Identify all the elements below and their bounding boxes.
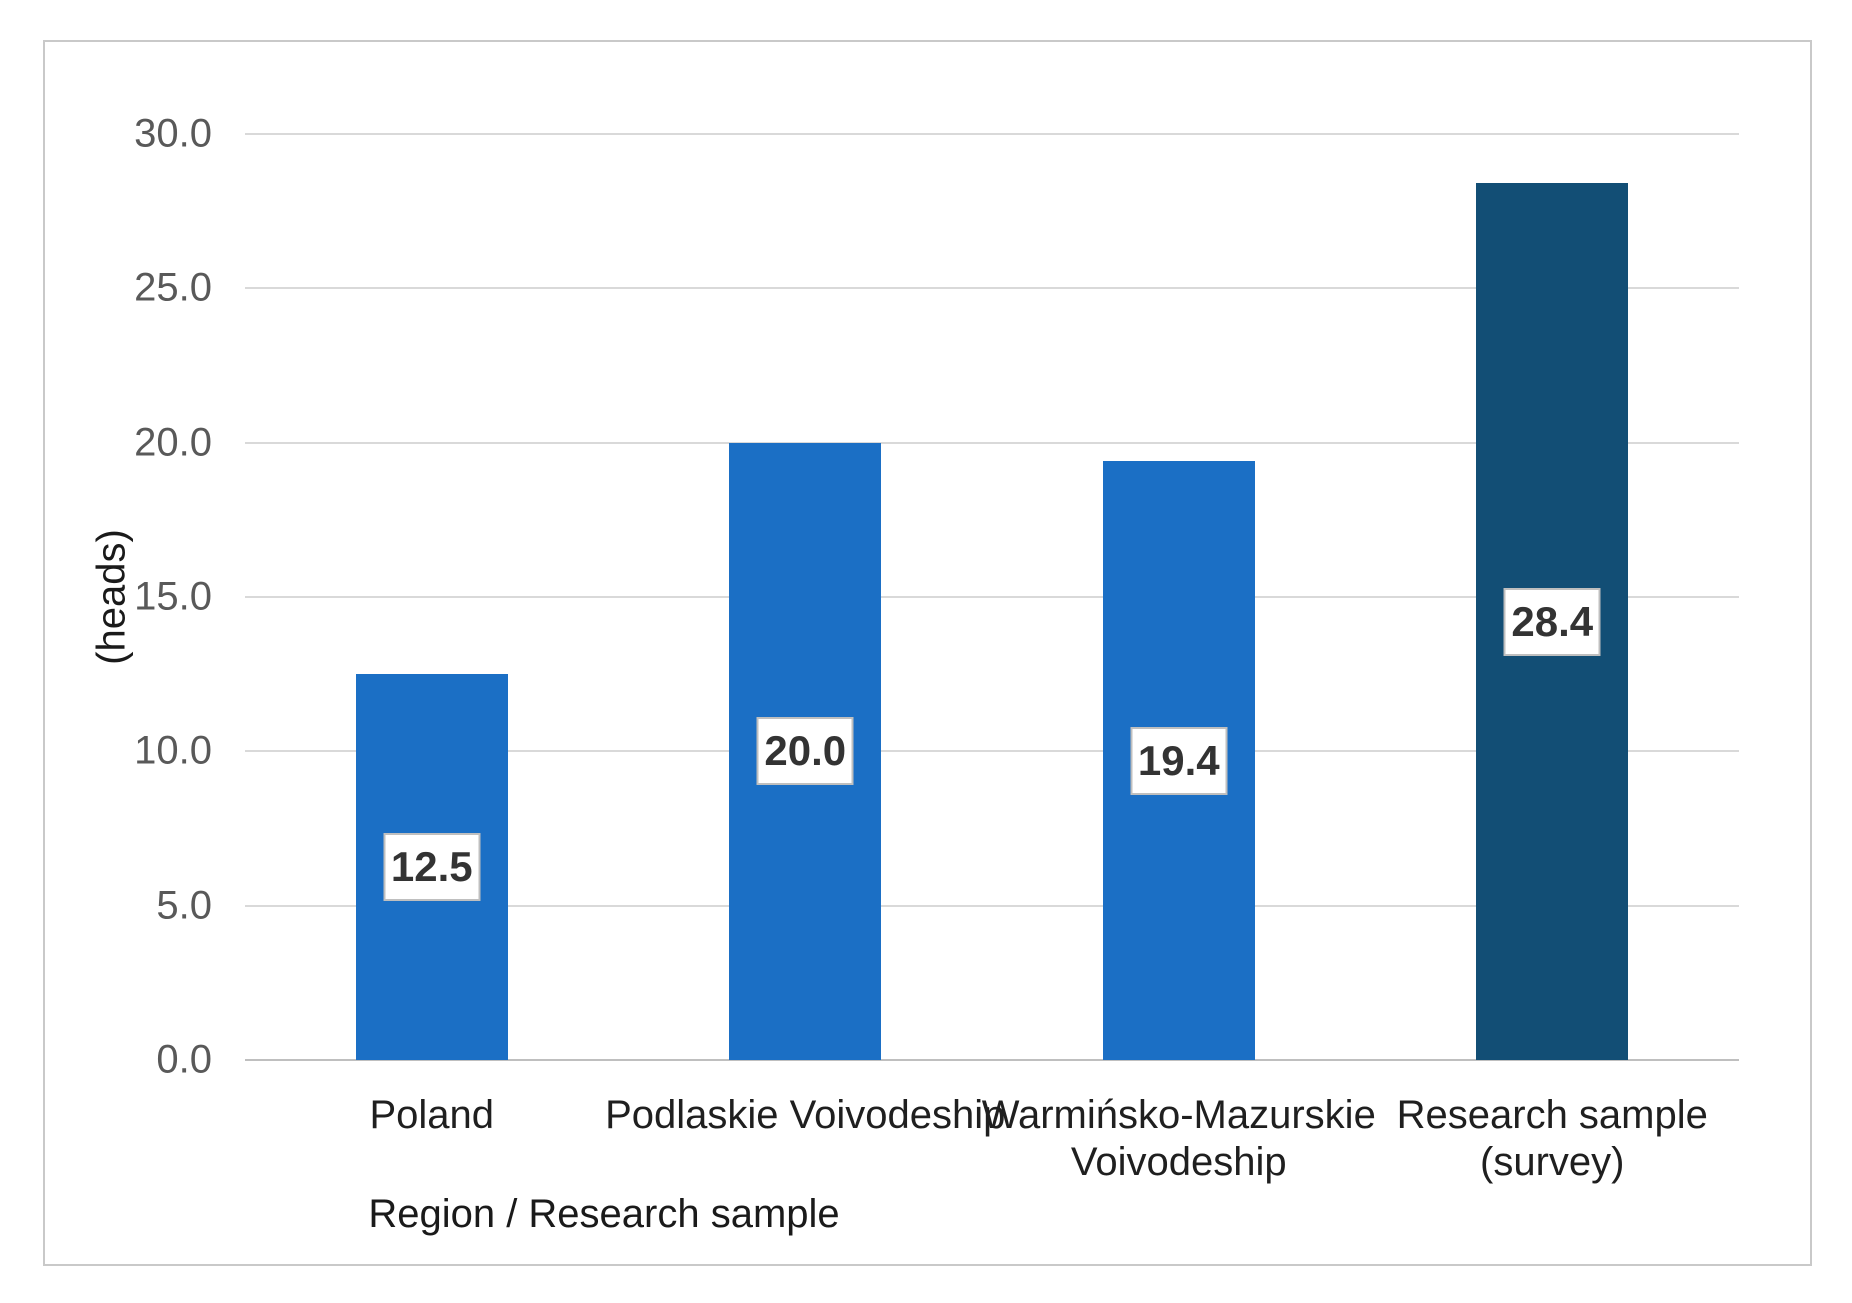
x-category-label: Podlaskie Voivodeship <box>605 1093 1006 1137</box>
x-category-label: Research sample (survey) <box>1396 1093 1708 1185</box>
bar-value-label: 20.0 <box>756 717 854 786</box>
y-tick-label: 30.0 <box>134 111 212 156</box>
gridline <box>245 750 1739 753</box>
gridline <box>245 596 1739 598</box>
gridline <box>245 904 1739 907</box>
y-tick-label: 25.0 <box>134 265 212 310</box>
bar: 28.4 <box>1476 183 1629 1060</box>
y-axis-title: (heads) <box>89 529 134 665</box>
y-tick-label: 10.0 <box>134 728 212 773</box>
gridline <box>245 287 1739 290</box>
gridline <box>245 441 1739 444</box>
bar: 19.4 <box>1102 461 1255 1060</box>
y-tick-label: 20.0 <box>134 420 212 465</box>
gridline <box>245 133 1739 135</box>
y-tick-label: 0.0 <box>156 1037 212 1082</box>
bar: 12.5 <box>355 674 508 1060</box>
y-tick-label: 5.0 <box>156 883 212 928</box>
bar-value-label: 12.5 <box>383 833 481 902</box>
x-category-label: Poland <box>369 1093 495 1137</box>
x-axis-title: Region / Research sample <box>368 1192 840 1236</box>
y-tick-label: 15.0 <box>134 574 212 619</box>
chart-frame: (heads) Region / Research sample 0.0 5.0 1… <box>43 40 1812 1266</box>
bar-value-label: 28.4 <box>1503 587 1601 656</box>
bar-value-label: 19.4 <box>1130 726 1228 795</box>
plot-area: 0.0 5.0 10.0 15.0 20.0 25.0 30.0 12.5 Poland 20.0… <box>134 112 1739 1184</box>
bar: 20.0 <box>729 442 882 1060</box>
x-category-label: Warmińsko-Mazurskie Voivodeship <box>981 1093 1376 1185</box>
x-axis-line <box>245 1059 1739 1061</box>
